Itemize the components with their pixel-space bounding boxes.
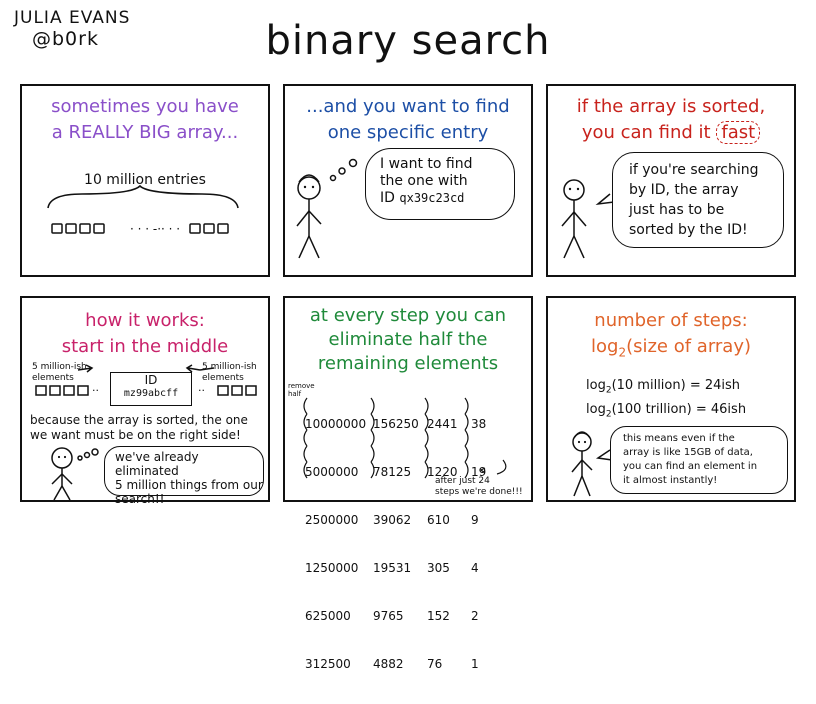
author-name: JULIA EVANS — [14, 8, 131, 28]
fast-word: fast — [716, 121, 761, 144]
stick-figure — [561, 179, 615, 259]
panel5-heading: at every step you can eliminate half the… — [309, 305, 507, 374]
panel-how-it-works: how it works: start in the middle 5 mill… — [20, 296, 270, 506]
panel-eliminate-half: at every step you can eliminate half the… — [283, 296, 533, 671]
explanation-text: because the array is sorted, the one we … — [30, 413, 248, 442]
left-half-label: 5 million-ish elements — [32, 362, 87, 383]
elimination-brackets — [303, 397, 507, 479]
entries-label: 10 million entries — [84, 172, 206, 188]
author-credit: JULIA EVANS @b0rk — [14, 8, 130, 50]
panel2-heading: ...and you want to find one specific ent… — [306, 96, 510, 143]
speech-bubble: we've already eliminated 5 million thing… — [104, 446, 264, 506]
panel6-heading: number of steps: log2(size of array) — [590, 310, 752, 360]
target-id: qx39c23cd — [399, 191, 465, 205]
speech-bubble: if you're searching by ID, the array jus… — [612, 152, 784, 248]
page-title: binary search — [265, 18, 551, 64]
panel3-heading: if the array is sorted, you can find it … — [576, 96, 766, 144]
right-half-label: 5 million-ish elements — [202, 362, 257, 383]
panel-number-of-steps: number of steps: log2(size of array) log… — [546, 296, 796, 502]
panel1-heading: sometimes you have a REALLY BIG array... — [51, 96, 239, 143]
equation-100-trillion: log2(100 trillion) = 46ish — [586, 402, 747, 420]
svg-text:··: ·· — [198, 384, 205, 397]
author-handle: @b0rk — [32, 28, 99, 50]
svg-text:· · · -·· · ·: · · · -·· · · — [130, 222, 180, 236]
stick-figure — [296, 158, 358, 259]
svg-text:··: ·· — [92, 384, 99, 397]
panel-find-entry: ...and you want to find one specific ent… — [283, 84, 533, 277]
array-drawing: · · · -·· · · — [47, 184, 239, 236]
panel4-heading: how it works: start in the middle — [61, 310, 229, 357]
speech-bubble: this means even if the array is like 15G… — [610, 426, 788, 494]
middle-element-box: ID mz99abcff — [110, 372, 192, 406]
stick-figure — [571, 431, 613, 497]
equation-10-million: log2(10 million) = 24ish — [586, 378, 741, 396]
remove-half-note: remove half — [288, 382, 315, 398]
speech-bubble: I want to find the one with ID qx39c23cd — [365, 148, 515, 220]
array-split-drawing: ·· ·· — [35, 364, 257, 501]
steps-footnote: after just 24 steps we're done!!! — [435, 476, 523, 497]
panel-big-array: sometimes you have a REALLY BIG array...… — [20, 84, 270, 277]
panel-sorted: if the array is sorted, you can find it … — [546, 84, 796, 277]
